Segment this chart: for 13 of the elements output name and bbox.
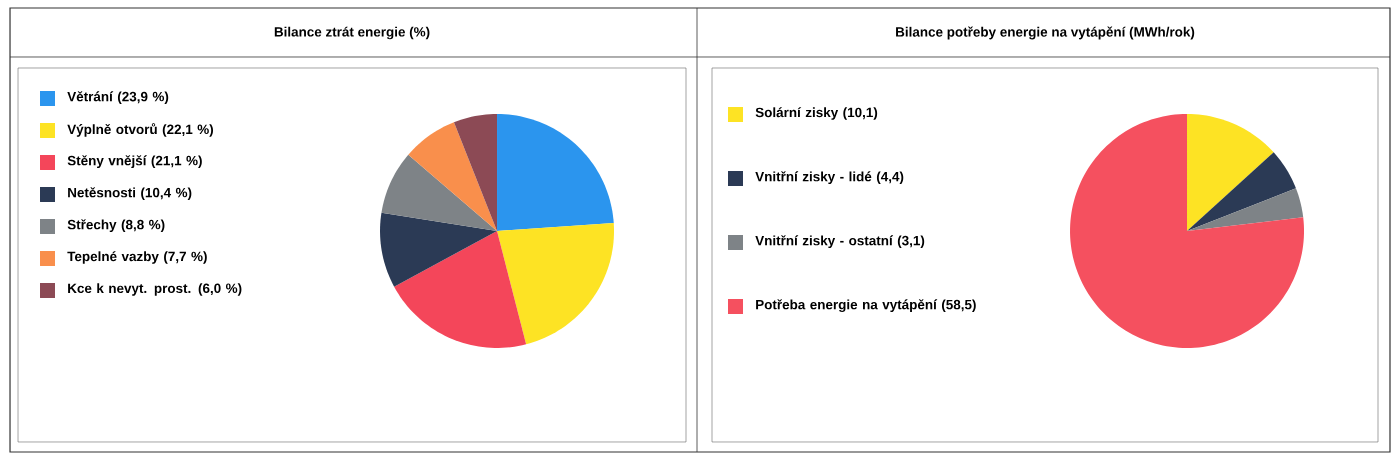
chart-title: Bilance ztrát energie (%) [274,26,430,40]
legend-label: Potřeba energie na vytápění (58,5) [756,299,976,313]
legend-label: Tepelné vazby (7,7 %) [67,251,207,264]
legend-label: Vnitřní zisky - lidé (4,4) [755,171,904,185]
legend-label: Solární zisky (10,1) [755,107,878,120]
chart-title: Bilance potřeby energie na vytápění (MWh/rok) [896,26,1195,40]
legend-label: Střechy (8,8 %) [67,219,165,233]
legend-label: Netěsnosti (10,4 %) [68,187,192,201]
legend-label: Kce k nevyt. prost. (6,0 %) [68,283,242,296]
legend-label: Stěny vnější (21,1 %) [67,155,202,169]
legend-label: Vnitřní zisky - ostatní (3,1) [755,235,925,249]
legend-label: Větrání (23,9 %) [67,91,169,105]
legend-label: Výplně otvorů (22,1 %) [67,123,214,137]
